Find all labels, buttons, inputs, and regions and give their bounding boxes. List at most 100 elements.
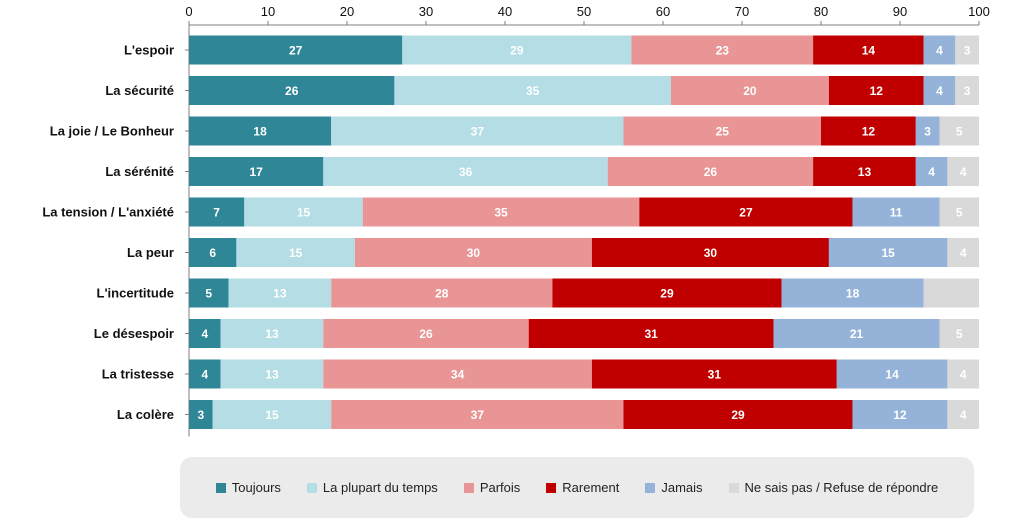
legend-item: Parfois <box>463 480 520 495</box>
data-label: 7 <box>213 206 220 220</box>
data-label: 3 <box>924 125 931 139</box>
data-label: 35 <box>494 206 508 220</box>
bar-segment <box>394 76 671 105</box>
bar-segment <box>220 319 324 348</box>
data-label: 5 <box>956 125 963 139</box>
bar-segment <box>631 35 814 65</box>
data-label: 15 <box>289 246 303 260</box>
data-label: 27 <box>739 206 753 220</box>
data-label: 18 <box>253 125 267 139</box>
data-label: 13 <box>273 287 287 301</box>
bar-segment <box>923 35 956 65</box>
data-label: 14 <box>862 44 876 58</box>
data-label: 37 <box>471 408 485 422</box>
data-label: 5 <box>956 327 963 341</box>
bar-segment <box>228 278 332 308</box>
data-label: 30 <box>704 246 718 260</box>
legend-item: La plupart du temps <box>306 480 438 495</box>
legend-swatch <box>215 482 226 493</box>
legend: Toujours La plupart du temps Parfois Rareme… <box>180 457 974 518</box>
bar-segment <box>331 278 553 308</box>
bar-segment <box>591 359 837 389</box>
x-tick-label: 40 <box>498 4 512 19</box>
legend-label: La plupart du temps <box>322 480 438 495</box>
category-label: La peur <box>127 245 174 260</box>
data-label: 13 <box>265 368 279 382</box>
category-label: La joie / Le Bonheur <box>50 124 174 139</box>
bar-segment <box>189 359 221 389</box>
data-label: 21 <box>850 327 864 341</box>
bar-segment <box>947 359 979 389</box>
bar-segment <box>552 278 782 308</box>
category-label: L'incertitude <box>97 286 175 301</box>
x-tick-label: 50 <box>577 4 591 19</box>
bar-segment <box>323 319 529 348</box>
bar-segment <box>189 35 403 65</box>
bar-segment <box>955 76 979 105</box>
data-label: 31 <box>708 368 722 382</box>
legend-label: Ne sais pas / Refuse de répondre <box>744 480 939 495</box>
bar-segment <box>244 197 363 227</box>
bar-segment <box>813 157 916 186</box>
bar-segment <box>189 319 221 348</box>
bar-segment <box>773 319 940 348</box>
category-label: La colère <box>117 407 174 422</box>
data-label: 12 <box>893 408 907 422</box>
bar-segment <box>639 197 853 227</box>
x-tick-label: 0 <box>185 4 192 19</box>
bar-segment <box>821 116 916 146</box>
bar-segment <box>591 238 829 267</box>
data-label: 4 <box>201 368 208 382</box>
bar-segment <box>670 76 829 105</box>
bar-segment <box>362 197 640 227</box>
bar-segment <box>781 278 924 308</box>
data-label: 3 <box>964 84 971 98</box>
x-tick-label: 100 <box>968 4 990 19</box>
x-tick-label: 70 <box>735 4 749 19</box>
legend-item: Rarement <box>546 480 619 495</box>
data-label: 15 <box>881 246 895 260</box>
legend-item: Jamais <box>645 480 703 495</box>
data-label: 6 <box>209 246 216 260</box>
legend-item: Toujours <box>215 480 281 495</box>
data-label: 12 <box>862 125 876 139</box>
bar-segment <box>402 35 632 65</box>
data-label: 29 <box>510 44 524 58</box>
data-label: 4 <box>960 246 967 260</box>
data-label: 4 <box>201 327 208 341</box>
data-label: 26 <box>419 327 433 341</box>
bar-segment <box>220 359 324 389</box>
bar-segment <box>323 359 592 389</box>
data-label: 28 <box>435 287 449 301</box>
legend-swatch <box>463 482 474 493</box>
bar-segment <box>915 116 940 146</box>
data-label: 11 <box>890 206 903 220</box>
bar-segment <box>189 76 395 105</box>
x-tick-label: 10 <box>261 4 275 19</box>
legend-label: Toujours <box>231 480 281 495</box>
bar-segment <box>623 116 821 146</box>
bar-segment <box>189 157 324 186</box>
bar-segment <box>939 319 979 348</box>
category-label: La tristesse <box>102 367 174 382</box>
data-label: 30 <box>467 246 481 260</box>
x-tick-label: 90 <box>893 4 907 19</box>
bar-segment <box>331 116 624 146</box>
bar-segment <box>189 400 213 429</box>
x-tick-label: 30 <box>419 4 433 19</box>
bar-segment <box>236 238 355 267</box>
data-label: 34 <box>451 368 465 382</box>
bar-segment <box>189 116 332 146</box>
data-label: 15 <box>297 206 311 220</box>
x-tick-label: 20 <box>340 4 354 19</box>
data-label: 4 <box>936 84 943 98</box>
data-label: 26 <box>704 165 718 179</box>
data-label: 26 <box>285 84 299 98</box>
bar-segment <box>923 278 979 308</box>
data-label: 4 <box>936 44 943 58</box>
legend-label: Jamais <box>661 480 703 495</box>
stacked-bar-chart: 0 10 20 30 40 50 60 70 80 90 100 L'espoir 27 29 23 14 4 3… <box>42 4 990 437</box>
data-label: 13 <box>858 165 872 179</box>
bar-segment <box>828 76 924 105</box>
bar-segment <box>189 278 229 308</box>
